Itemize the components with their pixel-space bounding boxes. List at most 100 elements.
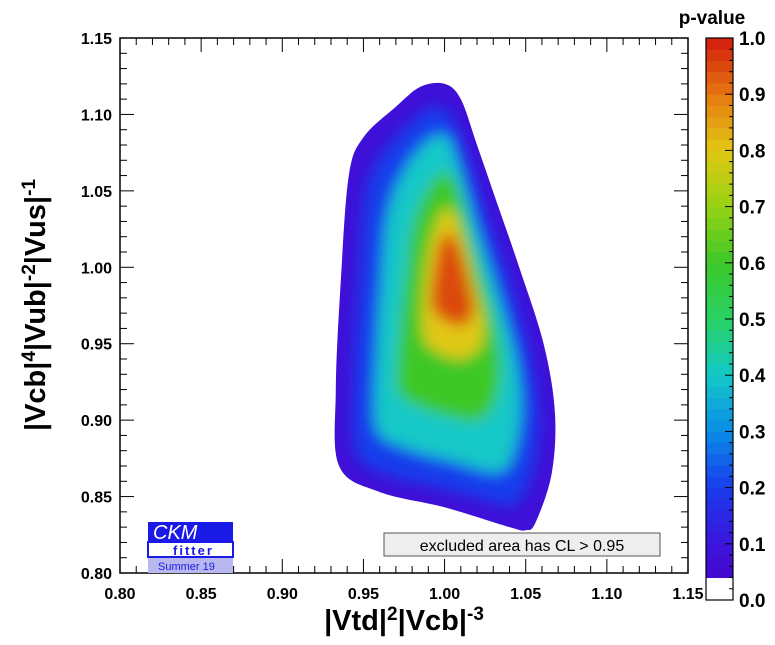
colorbar-band (706, 71, 733, 84)
colorbar-tick-label: 0.5 (739, 310, 766, 331)
x-tick-label: 0.85 (186, 586, 217, 603)
colorbar-band (706, 476, 733, 489)
x-tick-label: 0.95 (348, 586, 379, 603)
axis-title-superscript: -1 (19, 179, 40, 196)
x-tick-label: 0.90 (267, 586, 298, 603)
colorbar-band (706, 498, 733, 511)
logo-ckm-text: CKM (153, 522, 198, 544)
contour-level-95 (431, 232, 474, 326)
colorbar-tick-label: 0.7 (739, 198, 765, 219)
logo-mid-box (147, 541, 234, 558)
axis-title-part: |Vus| (20, 196, 52, 264)
p-value-contours (334, 82, 556, 531)
colorbar-band (706, 184, 733, 196)
y-tick-label: 1.00 (81, 260, 112, 277)
x-tick-label: 1.05 (510, 586, 541, 603)
colorbar-band (706, 38, 733, 50)
colorbar-band (706, 307, 733, 320)
colorbar: 0.0 0.1 0.2 0.3 0.4 0.5 0.6 0.7 0.8 0.9 1.0 (705, 29, 766, 612)
logo-bottom-box (148, 558, 233, 573)
y-tick-label: 0.95 (81, 337, 112, 354)
note-box (383, 532, 661, 557)
colorbar-band (706, 363, 733, 376)
colorbar-band (706, 274, 733, 286)
colorbar-band (706, 296, 733, 309)
axis-title-superscript: -3 (467, 604, 484, 625)
x-tick-label: 1.00 (429, 586, 460, 603)
colorbar-tick-label: 0.3 (739, 422, 765, 443)
note-text: excluded area has CL > 0.95 (420, 538, 625, 555)
colorbar-band (706, 566, 733, 579)
colorbar-band (706, 60, 733, 73)
y-axis-ticks: 0.80 0.85 0.90 0.95 1.00 1.05 1.10 1.15 (81, 31, 688, 583)
colorbar-title: p-value (679, 8, 746, 29)
colorbar-band (706, 510, 733, 522)
colorbar-tick-label: 0.9 (739, 85, 765, 106)
axis-title-superscript: 4 (19, 351, 40, 362)
frame-rect (119, 37, 689, 574)
axis-title-part: |Vcb| (398, 605, 467, 637)
colorbar-band (706, 397, 733, 410)
logo-season-text: Summer 19 (158, 561, 215, 573)
plot-frame (119, 37, 689, 574)
colorbar-band (706, 240, 733, 253)
colorbar-band (706, 555, 733, 567)
colorbar-band (706, 408, 733, 421)
colorbar-tick-label: 0.0 (739, 591, 765, 612)
colorbar-band (706, 420, 733, 432)
colorbar-band (706, 453, 733, 466)
colorbar-band (706, 487, 733, 500)
colorbar-band (706, 105, 733, 118)
y-tick-label: 0.80 (81, 566, 112, 583)
axis-title-superscript: -2 (19, 264, 40, 281)
x-tick-label: 1.15 (672, 586, 703, 603)
contour-gradient-layers (352, 106, 539, 506)
colorbar-band (706, 195, 733, 208)
logo-fitter-text: fitter (173, 543, 214, 558)
y-tick-label: 1.05 (81, 184, 112, 201)
colorbar-band (706, 577, 733, 590)
colorbar-band (706, 375, 733, 387)
colorbar-band (706, 330, 733, 342)
colorbar-band (706, 521, 733, 534)
axis-title-part: |Vub| (20, 281, 52, 351)
colorbar-band (706, 82, 733, 95)
axis-title-part: |Vtd| (324, 605, 387, 637)
y-axis-title: |Vcb|4|Vub|-2|Vus|-1 (19, 179, 53, 432)
colorbar-tick-label: 1.0 (739, 29, 765, 50)
colorbar-band (706, 285, 733, 298)
colorbar-band (706, 206, 733, 219)
colorbar-band (706, 442, 733, 455)
excluded-area-note: excluded area has CL > 0.95 (383, 532, 661, 557)
logo-top-box (148, 522, 233, 542)
colorbar-band (706, 532, 733, 545)
colorbar-tick-label: 0.4 (739, 366, 766, 387)
colorbar-band (706, 116, 733, 129)
colorbar-tick-label: 0.8 (739, 141, 765, 162)
x-tick-label: 0.80 (104, 586, 135, 603)
colorbar-band (706, 386, 733, 399)
y-tick-label: 0.85 (81, 490, 112, 507)
y-tick-label: 0.90 (81, 413, 112, 430)
colorbar-tick-label: 0.2 (739, 479, 765, 500)
y-tick-label: 1.15 (81, 31, 112, 48)
colorbar-band (706, 543, 733, 556)
y-tick-label: 1.10 (81, 107, 112, 124)
colorbar-band (706, 229, 733, 241)
x-tick-label: 1.10 (591, 586, 622, 603)
colorbar-band (706, 49, 733, 61)
axis-title-superscript: 2 (387, 604, 398, 625)
axis-title-part: |Vcb| (20, 362, 52, 431)
colorbar-band (706, 172, 733, 185)
colorbar-band (706, 94, 733, 106)
colorbar-band (706, 150, 733, 163)
colorbar-tick-label: 0.1 (739, 535, 766, 556)
colorbar-band (706, 251, 733, 264)
colorbar-band (706, 465, 733, 477)
colorbar-tick-label: 0.6 (739, 254, 765, 275)
colorbar-band (706, 431, 733, 444)
ckmfitter-logo: CKM fitter Summer 19 (147, 522, 234, 573)
colorbar-band (706, 139, 733, 151)
colorbar-band (706, 262, 733, 275)
